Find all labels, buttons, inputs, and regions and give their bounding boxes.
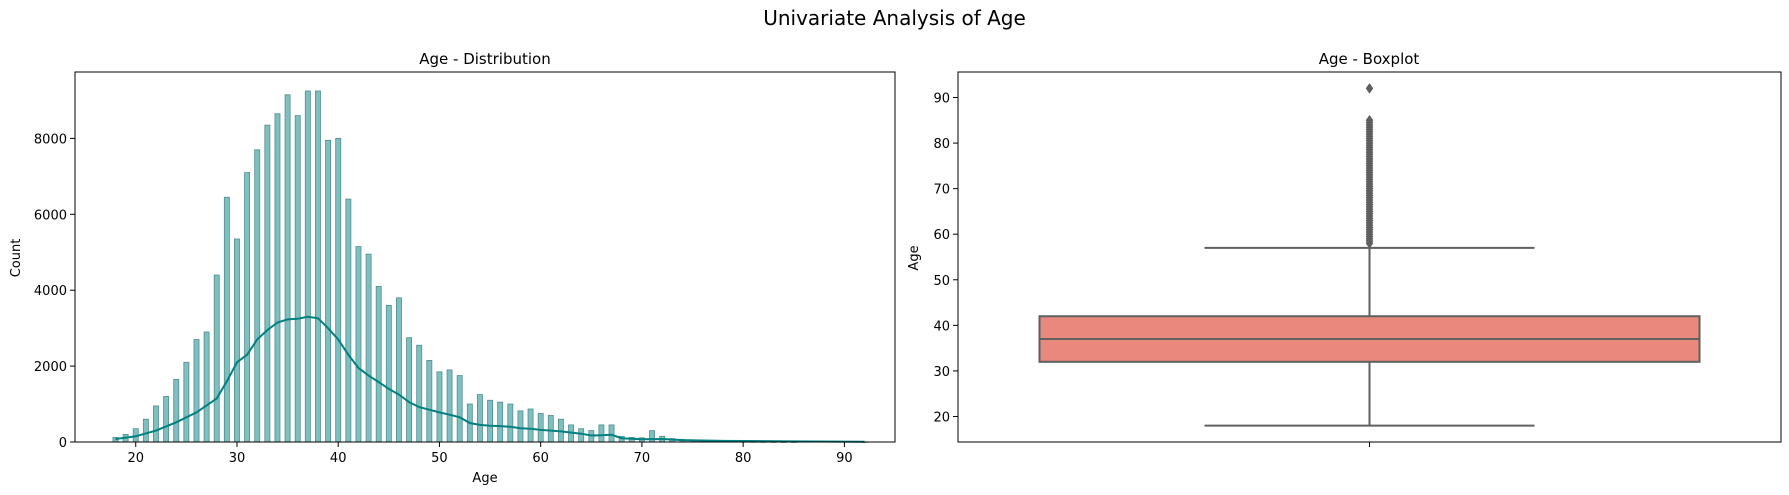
histogram-bar	[385, 304, 392, 443]
y-tick-label: 80	[933, 137, 950, 152]
histogram-bar	[294, 115, 301, 443]
y-tick-label: 90	[933, 92, 950, 107]
figure-title: Univariate Analysis of Age	[763, 6, 1026, 30]
x-tick-label: 80	[735, 451, 752, 466]
histogram-bar	[649, 430, 655, 443]
y-tick-label: 60	[933, 228, 950, 243]
y-tick-label: 8000	[34, 132, 67, 147]
histogram-bar	[284, 94, 291, 443]
boxplot-panel: Age - Boxplot 20 30 40 50 60 70 80 90 Age	[907, 50, 1782, 447]
y-tick-label: 20	[933, 410, 950, 425]
histogram-x-axis-label: Age	[472, 471, 497, 486]
x-tick-label: 20	[127, 451, 144, 466]
histogram-bar	[244, 172, 251, 443]
histogram-bar	[234, 238, 240, 443]
x-tick-label: 90	[836, 451, 853, 466]
boxplot-y-ticks: 20 30 40 50 60 70 80 90	[933, 92, 958, 425]
histogram-title: Age - Distribution	[419, 50, 550, 68]
histogram-bar	[456, 375, 463, 443]
y-tick-label: 2000	[34, 360, 67, 375]
y-tick-label: 50	[933, 274, 950, 289]
histogram-bar	[203, 331, 210, 443]
histogram-bar	[173, 378, 180, 443]
histogram-bar	[507, 403, 514, 443]
histogram-bar	[487, 399, 493, 443]
histogram-bar	[598, 424, 605, 443]
histogram-bar	[355, 246, 362, 443]
histogram-bar	[274, 113, 281, 443]
histogram-bar	[477, 394, 483, 443]
histogram-bar	[446, 369, 453, 443]
y-tick-label: 30	[933, 365, 950, 380]
histogram-bar	[375, 286, 382, 443]
histogram-bar	[183, 361, 190, 443]
histogram-axes-frame	[74, 71, 896, 443]
boxplot-y-axis-label: Age	[907, 245, 922, 270]
histogram-bar	[264, 124, 271, 443]
histogram-bar	[325, 139, 332, 443]
y-tick-label: 6000	[34, 208, 67, 223]
outlier-marker	[1365, 82, 1374, 94]
x-tick-label: 30	[229, 451, 246, 466]
histogram-bar	[416, 344, 423, 443]
histogram-bar	[426, 360, 433, 443]
histogram-panel: Age - Distribution 20 30 40 50 60 70 80 90 0 200…	[9, 50, 896, 486]
histogram-bar	[335, 138, 342, 443]
y-tick-label: 40	[933, 319, 950, 334]
histogram-bar	[365, 253, 372, 443]
outlier-marker	[1365, 114, 1374, 126]
histogram-bar	[304, 90, 311, 443]
x-tick-label: 40	[330, 451, 347, 466]
histogram-bar	[142, 418, 149, 443]
histogram-bar	[193, 339, 200, 443]
histogram-bars	[112, 90, 868, 443]
x-tick-label: 70	[634, 451, 651, 466]
x-tick-label: 50	[431, 451, 448, 466]
kde-line	[115, 315, 865, 443]
histogram-y-ticks: 0 2000 4000 6000 8000	[34, 132, 75, 451]
histogram-bar	[527, 408, 534, 443]
x-tick-label: 60	[532, 451, 549, 466]
histogram-bar	[213, 274, 220, 443]
histogram-bar	[163, 396, 170, 443]
histogram-bar	[497, 401, 504, 443]
histogram-bar	[517, 410, 524, 443]
boxplot-outliers	[1365, 82, 1374, 249]
y-tick-label: 0	[59, 436, 67, 451]
y-tick-label: 70	[933, 183, 950, 198]
histogram-bar	[254, 149, 261, 443]
boxplot-elements	[1038, 246, 1701, 427]
histogram-bar	[396, 297, 402, 443]
histogram-bar	[223, 196, 230, 443]
y-tick-label: 4000	[34, 284, 67, 299]
histogram-bar	[547, 415, 554, 443]
histogram-bar	[406, 337, 413, 443]
boxplot-title: Age - Boxplot	[1319, 50, 1420, 68]
histogram-bar	[315, 90, 321, 443]
histogram-bar	[345, 198, 352, 443]
histogram-bar	[537, 413, 544, 443]
histogram-bar	[578, 428, 585, 443]
histogram-bar	[436, 371, 443, 443]
histogram-bar	[153, 405, 159, 443]
histogram-y-axis-label: Count	[9, 239, 24, 278]
histogram-bar	[608, 424, 615, 443]
histogram-x-ticks: 20 30 40 50 60 70 80 90	[127, 442, 853, 466]
